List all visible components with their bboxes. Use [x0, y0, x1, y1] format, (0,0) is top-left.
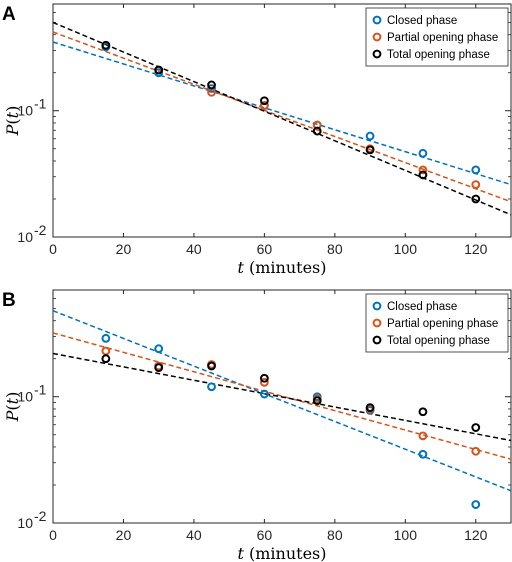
panel-b-y-tick-label: 10	[17, 515, 33, 531]
panel-a-point-s2	[154, 65, 164, 75]
panel-a-y-axis-label: P(t)	[3, 106, 22, 137]
panel-b-legend-marker-2	[372, 335, 382, 345]
panel-a-x-tick-label: 0	[49, 241, 57, 257]
panel-b-y-axis-label: P(t)	[3, 392, 22, 423]
panel-b-x-axis-label: t (minutes)	[237, 544, 326, 562]
panel-b-point-s1	[471, 446, 481, 456]
panel-b-x-tick-label: 60	[257, 527, 273, 543]
panel-a-point-s1	[471, 180, 481, 189]
panel-b-point-s0	[259, 389, 269, 399]
panel-b-fit-line-2	[52, 352, 512, 442]
panel-a-point-s0	[365, 131, 375, 141]
panel-a-legend-label-1: Partial opening phase	[387, 32, 498, 44]
panel-a-point-s2	[471, 194, 481, 204]
panel-a-x-axis-label: t (minutes)	[237, 258, 326, 277]
panel-a-y-tick-label: 10	[17, 103, 33, 119]
panel-b-point-s0	[207, 382, 216, 392]
panel-a-x-tick-label: 120	[464, 241, 488, 257]
panel-a-point-s2	[207, 80, 216, 90]
panel-b-x-tick-label: 100	[394, 527, 418, 543]
panel-a-point-s1	[259, 101, 269, 110]
panel-a-x-tick-label: 60	[257, 241, 273, 257]
panel-b-fit-line-0	[52, 309, 512, 492]
panel-b-point-s0	[154, 344, 164, 354]
panel-b-y-tick-label: 10	[17, 389, 33, 405]
panel-a-legend-marker-0	[372, 15, 382, 25]
panel-a-x-tick-label: 100	[394, 241, 418, 257]
panel-a-point-s2	[312, 126, 322, 136]
panel-b-point-s2	[471, 423, 481, 432]
panel-b-point-s2	[154, 363, 164, 373]
panel-b-x-tick-label: 20	[116, 527, 132, 543]
panel-b-point-s2	[207, 361, 216, 371]
panel-a-point-s1	[418, 165, 428, 175]
panel-b-x-tick-label: 120	[464, 527, 488, 543]
panel-a-point-s2	[101, 40, 111, 50]
panel-b-point-s2	[312, 396, 322, 406]
panel-b-fit-line-1	[52, 332, 512, 460]
panel-a-point-s2	[259, 96, 269, 106]
panel-b-point-s0	[418, 449, 428, 459]
panel-b-point-s1	[418, 431, 428, 441]
panel-b-x-tick-label: 40	[186, 527, 202, 543]
panel-a-fit-line-1	[52, 31, 512, 203]
panel-b-x-tick-label: 80	[327, 527, 343, 543]
panel-a-point-s0	[207, 84, 216, 93]
panel-b-legend-marker-1	[372, 318, 382, 328]
panel-a-point-s0	[418, 148, 428, 158]
panel-b-label: B	[2, 290, 16, 311]
panel-b-legend-label-2: Total opening phase	[387, 335, 490, 347]
panel-a-point-s2	[418, 170, 428, 180]
panel-a-fit-line-2	[52, 21, 512, 216]
panel-b-point-s0	[471, 500, 481, 509]
panel-a-label: A	[2, 4, 16, 25]
panel-a-legend-label-0: Closed phase	[387, 15, 457, 27]
panel-a-legend-label-2: Total opening phase	[387, 49, 490, 61]
panel-a-y-tick-label: 10	[17, 229, 33, 245]
panel-b-legend-box	[365, 293, 509, 353]
panel-b-point-s2	[365, 403, 375, 413]
panel-b-point-s2	[259, 373, 269, 383]
panel-b-y-tick-exponent: -1	[34, 382, 47, 398]
panel-a-legend-marker-1	[372, 32, 382, 42]
panel-a-x-tick-label: 80	[327, 241, 343, 257]
panel-b-legend-label-1: Partial opening phase	[387, 318, 498, 330]
panel-b-point-s2	[418, 407, 428, 417]
panel-a-legend-box	[365, 7, 509, 67]
panel-b-point-s0	[101, 333, 111, 343]
panel-a-x-tick-label: 20	[116, 241, 132, 257]
panel-b-point-s1	[101, 346, 111, 356]
panel-b-x-tick-label: 0	[49, 527, 57, 543]
panel-a-axes-box	[52, 3, 512, 238]
panel-a-point-s2	[365, 145, 375, 155]
panel-b-legend-label-0: Closed phase	[387, 301, 457, 313]
panel-a-legend-marker-2	[372, 49, 382, 59]
panel-b-point-s1	[259, 377, 269, 387]
panel-a-x-tick-label: 40	[186, 241, 202, 257]
panel-b-y-tick-exponent: -2	[34, 508, 47, 524]
panel-a-y-tick-exponent: -2	[34, 222, 47, 238]
panel-a-point-s0	[471, 165, 481, 175]
panel-a-y-tick-exponent: -1	[34, 96, 47, 112]
panel-b-axes-box	[52, 289, 512, 524]
panel-b-legend-marker-0	[372, 301, 382, 311]
panel-b-point-s2	[101, 354, 111, 364]
